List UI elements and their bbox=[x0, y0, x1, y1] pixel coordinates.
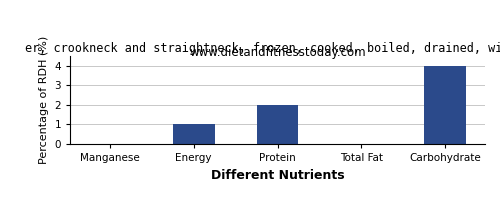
Bar bbox=[256, 105, 298, 144]
Text: er, crookneck and straightneck, frozen, cooked, boiled, drained, with s: er, crookneck and straightneck, frozen, … bbox=[24, 42, 500, 55]
Text: www.dietandfitnesstoday.com: www.dietandfitnesstoday.com bbox=[189, 46, 366, 59]
X-axis label: Different Nutrients: Different Nutrients bbox=[210, 169, 344, 182]
Y-axis label: Percentage of RDH (%): Percentage of RDH (%) bbox=[39, 36, 49, 164]
Bar bbox=[172, 124, 214, 144]
Bar bbox=[424, 66, 466, 144]
